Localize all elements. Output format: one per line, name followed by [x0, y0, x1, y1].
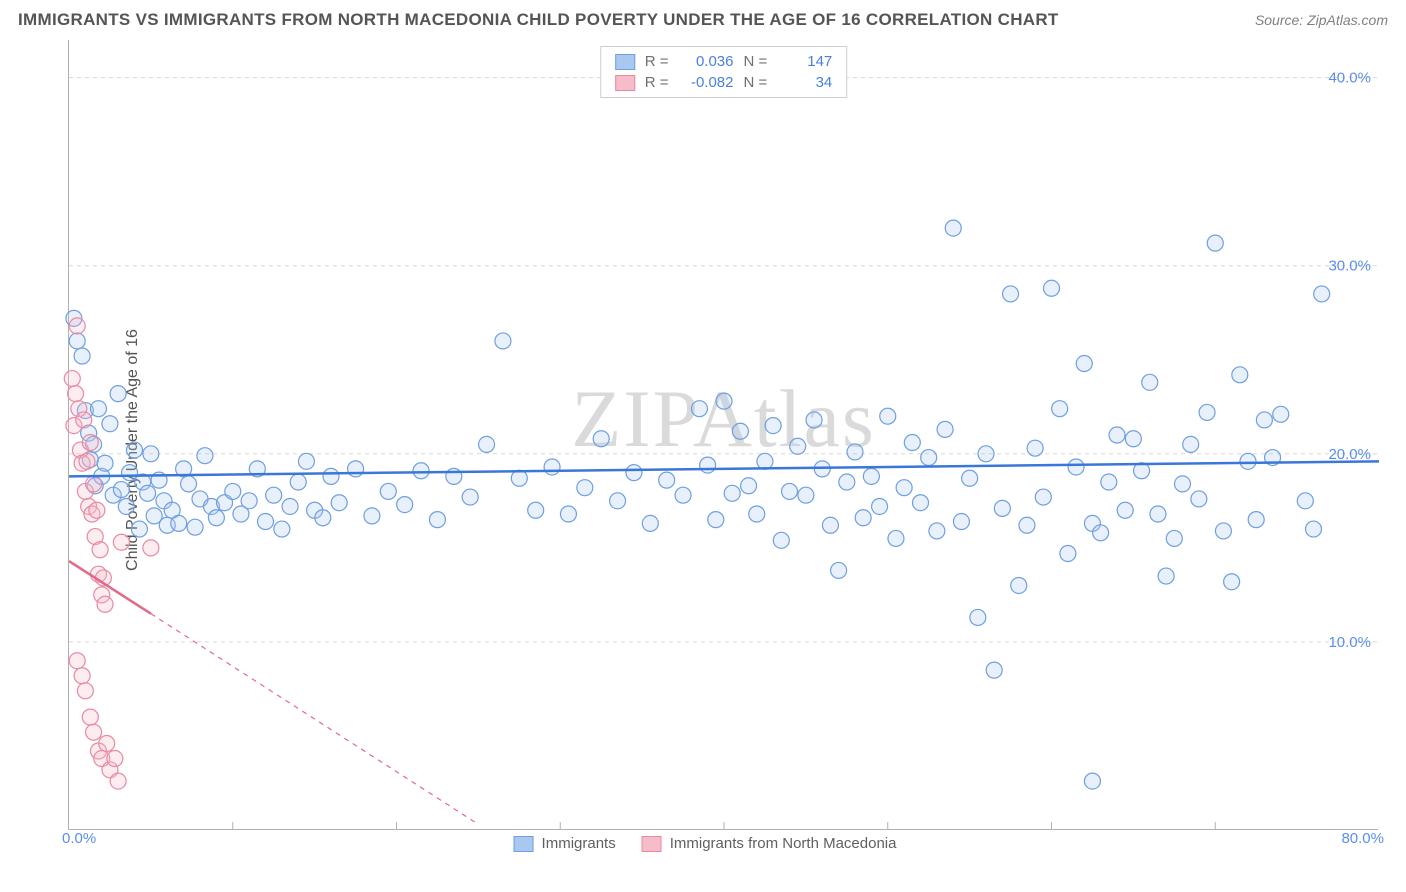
n-label: N =	[744, 53, 768, 70]
stats-row-series-2: R = -0.082 N = 34	[601, 72, 847, 93]
stats-row-series-1: R = 0.036 N = 147	[601, 51, 847, 72]
swatch-series-2	[615, 75, 635, 91]
r-value-2: -0.082	[679, 74, 734, 91]
chart-title: IMMIGRANTS VS IMMIGRANTS FROM NORTH MACE…	[18, 10, 1059, 30]
plot-svg: 10.0%20.0%30.0%40.0%	[69, 40, 1378, 829]
chart-container: Child Poverty Under the Age of 16 ZIPAtl…	[20, 40, 1390, 860]
swatch-series-1	[615, 54, 635, 70]
legend-swatch-1	[514, 836, 534, 852]
xtick-label-1: 80.0%	[1341, 830, 1384, 847]
svg-text:10.0%: 10.0%	[1328, 634, 1371, 651]
legend-item-1: Immigrants	[514, 835, 616, 852]
r-label: R =	[645, 53, 669, 70]
n-value-1: 147	[777, 53, 832, 70]
svg-text:40.0%: 40.0%	[1328, 70, 1371, 87]
stats-legend: R = 0.036 N = 147 R = -0.082 N = 34	[600, 46, 848, 98]
svg-text:30.0%: 30.0%	[1328, 258, 1371, 275]
r-value-1: 0.036	[679, 53, 734, 70]
plot-area: ZIPAtlas 10.0%20.0%30.0%40.0% R = 0.036 …	[68, 40, 1378, 830]
source-label: Source: ZipAtlas.com	[1255, 12, 1388, 28]
legend-label-2: Immigrants from North Macedonia	[670, 835, 897, 852]
n-label: N =	[744, 74, 768, 91]
bottom-legend: Immigrants Immigrants from North Macedon…	[514, 835, 897, 852]
legend-item-2: Immigrants from North Macedonia	[642, 835, 897, 852]
n-value-2: 34	[777, 74, 832, 91]
xtick-label-0: 0.0%	[62, 830, 96, 847]
legend-swatch-2	[642, 836, 662, 852]
legend-label-1: Immigrants	[542, 835, 616, 852]
r-label: R =	[645, 74, 669, 91]
